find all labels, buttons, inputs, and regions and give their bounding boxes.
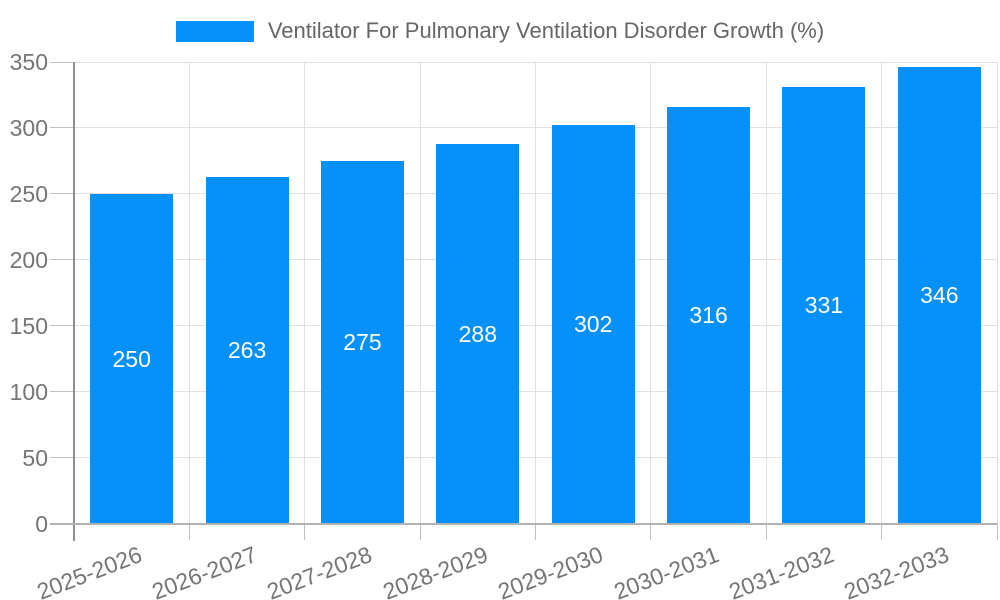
gridline-v	[650, 62, 652, 524]
y-tick-label: 50	[22, 444, 48, 471]
y-tick-label: 100	[9, 378, 48, 405]
bar-value-label: 263	[227, 337, 267, 364]
y-tick-label: 250	[9, 180, 48, 207]
x-tick-mark	[304, 523, 306, 540]
bar[interactable]	[320, 160, 404, 524]
x-tick-label: 2028-2029	[379, 541, 492, 600]
bar[interactable]	[436, 143, 520, 524]
legend-label: Ventilator For Pulmonary Ventilation Dis…	[267, 18, 825, 43]
bar-value-label: 346	[920, 282, 959, 309]
y-tick-mark	[50, 391, 74, 393]
bar-value-label: 275	[343, 329, 382, 356]
y-axis-line	[72, 62, 75, 541]
gridline-v	[765, 62, 767, 524]
gridline-v	[881, 62, 883, 524]
bar[interactable]	[551, 125, 635, 524]
x-tick-label: 2031-2032	[725, 541, 838, 600]
x-tick-label: 2025-2026	[32, 541, 146, 600]
y-tick-mark	[50, 193, 74, 195]
y-tick-mark	[50, 127, 74, 129]
x-tick-mark	[996, 523, 998, 540]
bar-value-label: 302	[574, 311, 613, 338]
x-tick-label: 2026-2027	[148, 541, 261, 600]
x-tick-mark	[535, 523, 536, 540]
x-tick-label: 2032-2033	[840, 541, 953, 600]
y-tick-label: 150	[9, 312, 48, 339]
legend[interactable]: Ventilator For Pulmonary Ventilation Dis…	[0, 17, 1000, 45]
y-tick-mark	[50, 61, 74, 63]
y-tick-mark	[50, 259, 74, 261]
bar-value-label: 288	[458, 320, 497, 347]
gridline-v	[419, 62, 421, 524]
x-tick-mark	[419, 523, 421, 540]
x-tick-label: 2030-2031	[609, 541, 722, 600]
gridline-v	[188, 62, 190, 524]
bar-value-label: 331	[804, 292, 844, 319]
x-tick-mark	[188, 523, 190, 540]
y-tick-label: 300	[9, 114, 48, 141]
bar-value-label: 316	[689, 302, 728, 329]
y-tick-label: 350	[9, 49, 48, 75]
bar-value-label: 250	[112, 345, 151, 372]
gridline-v	[535, 62, 536, 524]
bar[interactable]	[667, 106, 751, 524]
x-tick-label: 2029-2030	[494, 541, 607, 600]
y-tick-mark	[50, 325, 74, 327]
x-tick-label: 2027-2028	[263, 541, 376, 600]
bar[interactable]	[897, 67, 981, 524]
legend-swatch	[175, 20, 254, 42]
bar[interactable]	[90, 193, 174, 524]
y-tick-label: 0	[35, 510, 48, 537]
x-tick-mark	[881, 523, 883, 540]
x-axis-line	[50, 522, 997, 525]
y-tick-label: 200	[9, 246, 48, 273]
bar[interactable]	[782, 87, 866, 524]
gridline-v	[304, 62, 306, 524]
x-tick-mark	[650, 523, 652, 540]
x-tick-mark	[765, 523, 767, 540]
y-tick-mark	[50, 457, 74, 459]
gridline-v	[996, 62, 998, 524]
bar[interactable]	[205, 176, 289, 524]
